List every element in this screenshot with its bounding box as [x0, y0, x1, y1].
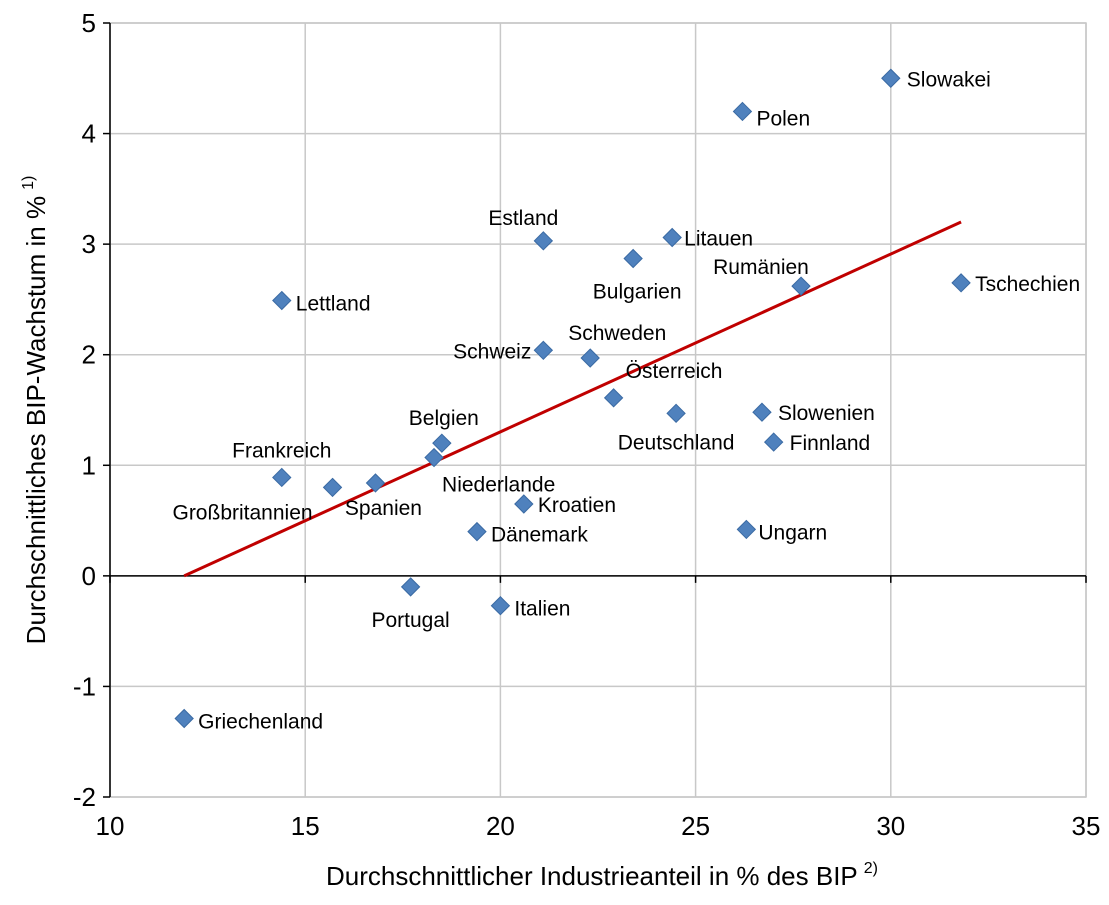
x-tick-label: 30 — [876, 811, 905, 841]
y-tick-label: 1 — [82, 450, 96, 480]
point-label: Spanien — [345, 497, 422, 520]
point-label: Polen — [756, 107, 810, 130]
x-axis-title: Durchschnittlicher Industrieanteil in % … — [326, 860, 878, 891]
point-labels: Slowakei Polen Estland Litauen Bulgarien Rumä… — [172, 68, 1080, 733]
point-label: Österreich — [626, 360, 723, 383]
grid — [109, 22, 1087, 798]
data-point — [881, 68, 901, 88]
data-point — [666, 403, 686, 424]
trendline-layer — [183, 220, 962, 578]
data-point — [365, 473, 386, 493]
data-point — [603, 388, 624, 408]
data-point — [400, 577, 421, 597]
data-point — [623, 248, 643, 269]
point-label: Belgien — [409, 407, 479, 430]
y-axis-title-footnote: 1) — [20, 176, 37, 190]
point-label: Deutschland — [618, 431, 735, 454]
point-label: Kroatien — [538, 494, 616, 517]
axes: -2 -1 0 1 2 3 4 5 10 15 20 25 30 35 — [73, 8, 1101, 841]
data-point — [791, 276, 811, 296]
y-tick-label: 0 — [82, 561, 96, 591]
data-point — [432, 433, 452, 453]
x-axis-title-text: Durchschnittlicher Industrieanteil in % … — [326, 861, 858, 891]
y-tick-label: -1 — [73, 671, 96, 701]
point-label: Dänemark — [491, 524, 588, 547]
data-point — [174, 708, 194, 729]
trendline — [183, 220, 962, 578]
point-label: Bulgarien — [593, 281, 682, 304]
data-point — [662, 227, 682, 248]
y-tick-label: 2 — [82, 340, 96, 370]
point-label: Griechenland — [198, 710, 323, 733]
point-label: Litauen — [684, 228, 753, 251]
point-label: Ungarn — [758, 521, 827, 544]
y-tick-label: 4 — [82, 119, 96, 149]
data-point — [580, 348, 600, 368]
data-point — [424, 447, 444, 468]
data-point — [951, 273, 971, 293]
point-label: Slowakei — [907, 68, 991, 91]
y-tick-label: 3 — [82, 229, 96, 259]
y-axis-title: Durchschnittliches BIP-Wachstum in % 1) — [20, 176, 51, 645]
data-point — [514, 494, 534, 514]
data-point — [533, 231, 554, 251]
data-point — [736, 519, 757, 540]
x-tick-label: 20 — [486, 811, 515, 841]
x-tick-label: 35 — [1072, 811, 1101, 841]
data-point — [272, 467, 292, 488]
x-axis-title-footnote: 2) — [864, 860, 878, 877]
point-label: Portugal — [371, 609, 449, 632]
point-label: Lettland — [296, 293, 371, 316]
data-point — [272, 290, 292, 311]
point-label: Italien — [514, 598, 570, 621]
point-label: Finnland — [790, 432, 871, 455]
point-label: Frankreich — [232, 439, 331, 462]
data-point — [732, 101, 753, 122]
point-label: Großbritannien — [172, 501, 312, 524]
data-point — [490, 596, 511, 616]
data-point — [322, 477, 343, 498]
point-label: Schweden — [568, 322, 666, 345]
point-label: Slowenien — [778, 402, 875, 425]
point-label: Estland — [488, 207, 558, 230]
data-points — [174, 68, 971, 729]
x-tick-label: 15 — [291, 811, 320, 841]
point-label: Schweiz — [453, 340, 531, 363]
point-label: Niederlande — [442, 474, 555, 497]
plot-border — [109, 22, 1087, 798]
x-tick-label: 10 — [96, 811, 125, 841]
data-point — [763, 432, 784, 452]
point-label: Tschechien — [975, 273, 1080, 296]
point-label: Rumänien — [713, 256, 809, 279]
y-tick-label: -2 — [73, 782, 96, 812]
axis-titles: Durchschnittlicher Industrieanteil in % … — [20, 176, 878, 891]
y-axis-title-text: Durchschnittliches BIP-Wachstum in % — [21, 196, 51, 644]
data-point — [752, 402, 772, 422]
data-point — [467, 521, 487, 542]
x-tick-label: 25 — [681, 811, 710, 841]
data-point — [533, 340, 554, 360]
y-tick-label: 5 — [82, 8, 96, 38]
